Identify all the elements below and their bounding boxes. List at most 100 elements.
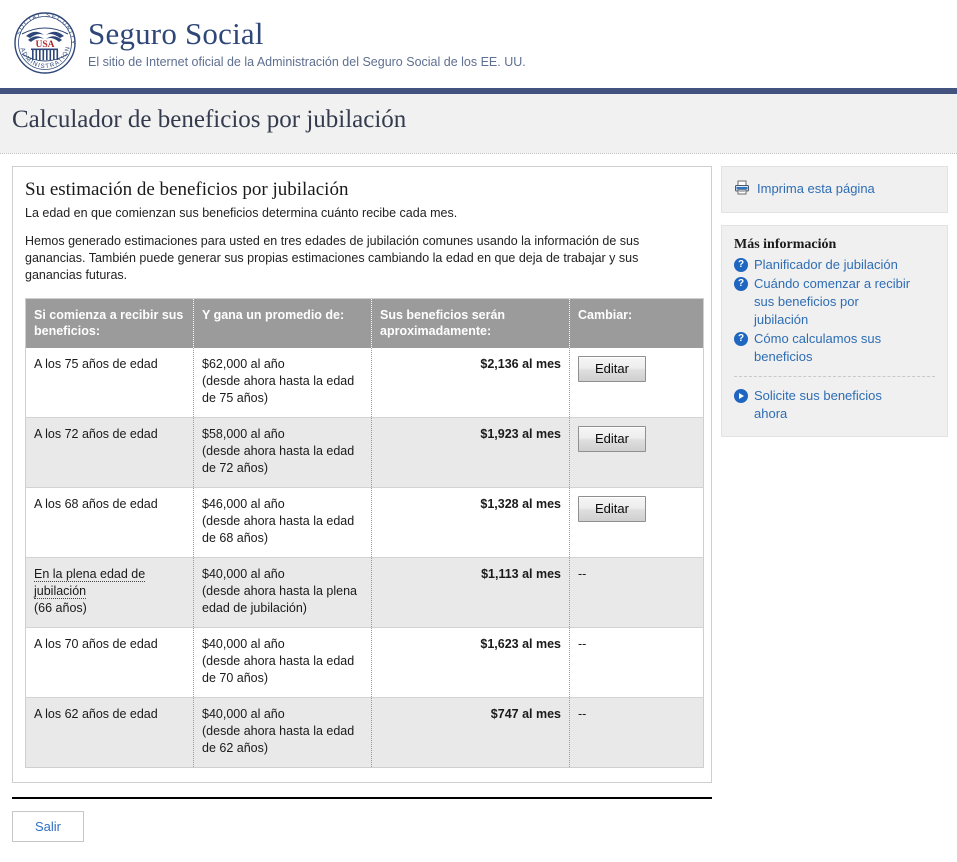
exit-button[interactable]: Salir <box>12 811 85 842</box>
cell-benefit-amount: $1,623 al mes <box>371 627 570 698</box>
cell-change: -- <box>569 697 704 768</box>
earnings-note: (desde ahora hasta la edad de 70 años) <box>202 654 355 685</box>
edit-button[interactable]: Editar <box>578 356 646 382</box>
question-mark-icon: ? <box>734 258 748 272</box>
full-retirement-age-tooltip-link[interactable]: En la plena edad de jubilación <box>34 567 146 599</box>
earnings-note: (desde ahora hasta la edad de 62 años) <box>202 724 355 755</box>
printer-icon <box>734 180 750 198</box>
cell-change: -- <box>569 557 704 628</box>
masthead: USA SOCIAL SECURITY ADMINISTRATION <box>0 0 957 88</box>
header-blue-rule <box>0 88 957 94</box>
cell-benefit-amount: $1,923 al mes <box>371 417 570 488</box>
panel-heading: Su estimación de beneficios por jubilaci… <box>25 179 349 200</box>
cell-average-earnings: $40,000 al año (desde ahora hasta la edad… <box>193 697 372 768</box>
earnings-note: (desde ahora hasta la plena edad de jubi… <box>202 584 357 615</box>
page-title: Calculador de beneficios por jubilación <box>12 106 407 133</box>
more-info-link[interactable]: Cuándo comenzar a recibir sus beneficios… <box>754 276 911 327</box>
age-sublabel: (66 años) <box>34 601 87 615</box>
earnings-amount: $46,000 al año <box>202 497 285 511</box>
cell-average-earnings: $62,000 al año (desde ahora hasta la edad… <box>193 348 372 418</box>
cell-start-age: A los 62 años de edad <box>25 697 194 768</box>
more-info-link[interactable]: Cómo calculamos sus beneficios <box>754 331 882 364</box>
earnings-note: (desde ahora hasta la edad de 68 años) <box>202 514 355 545</box>
footer-divider <box>12 797 712 799</box>
list-item[interactable]: ? Planificador de jubilación <box>734 256 935 274</box>
site-title: Seguro Social <box>88 16 264 51</box>
more-info-box: Más información ? Planificador de jubilac… <box>721 225 948 437</box>
table-row: A los 75 años de edad $62,000 al año (desd… <box>25 348 704 418</box>
table-row: A los 62 años de edad $40,000 al año (desd… <box>25 697 704 768</box>
list-item[interactable]: ? Cómo calculamos sus beneficios <box>734 330 935 366</box>
earnings-note: (desde ahora hasta la edad de 75 años) <box>202 374 355 405</box>
estimates-table: Si comienza a recibir sus beneficios: Y … <box>25 298 704 768</box>
col-header-average-earnings: Y gana un promedio de: <box>193 298 372 348</box>
panel-lede: La edad en que comienzan sus beneficios … <box>25 206 458 220</box>
earnings-note: (desde ahora hasta la edad de 72 años) <box>202 444 355 475</box>
cell-average-earnings: $46,000 al año (desde ahora hasta la edad… <box>193 487 372 558</box>
apply-benefits-link[interactable]: Solicite sus beneficios ahora <box>754 388 882 421</box>
table-header-row: Si comienza a recibir sus beneficios: Y … <box>25 298 704 348</box>
question-mark-icon: ? <box>734 332 748 346</box>
svg-text:USA: USA <box>35 40 54 50</box>
col-header-benefit-amount: Sus beneficios serán aproximadamente: <box>371 298 570 348</box>
earnings-amount: $58,000 al año <box>202 427 285 441</box>
cell-change: Editar <box>569 487 704 558</box>
play-circle-icon <box>734 389 748 403</box>
earnings-amount: $40,000 al año <box>202 567 285 581</box>
list-item[interactable]: ? Cuándo comenzar a recibir sus beneficio… <box>734 275 935 329</box>
cell-start-age: En la plena edad de jubilación (66 años) <box>25 557 194 628</box>
earnings-amount: $62,000 al año <box>202 357 285 371</box>
table-body: A los 75 años de edad $62,000 al año (desd… <box>25 348 704 768</box>
cell-start-age: A los 75 años de edad <box>25 348 194 418</box>
cell-benefit-amount: $747 al mes <box>371 697 570 768</box>
edit-button[interactable]: Editar <box>578 496 646 522</box>
cell-change: -- <box>569 627 704 698</box>
cell-benefit-amount: $2,136 al mes <box>371 348 570 418</box>
brand-block: Seguro Social El sitio de Internet ofici… <box>88 16 526 69</box>
edit-button[interactable]: Editar <box>578 426 646 452</box>
ssa-seal-icon: USA SOCIAL SECURITY ADMINISTRATION <box>8 10 82 80</box>
table-head: Si comienza a recibir sus beneficios: Y … <box>25 298 704 348</box>
more-info-list: ? Planificador de jubilación? Cuándo comen… <box>734 256 935 366</box>
earnings-amount: $40,000 al año <box>202 637 285 651</box>
cell-average-earnings: $40,000 al año (desde ahora hasta la edad… <box>193 627 372 698</box>
age-label: A los 68 años de edad <box>34 497 158 511</box>
table-row: A los 72 años de edad $58,000 al año (desd… <box>25 417 704 488</box>
main-column: Su estimación de beneficios por jubilaci… <box>12 166 712 842</box>
estimate-panel: Su estimación de beneficios por jubilaci… <box>12 166 712 783</box>
question-mark-icon: ? <box>734 277 748 291</box>
earnings-amount: $40,000 al año <box>202 707 285 721</box>
title-dotted-divider <box>0 153 957 154</box>
no-action-dash: -- <box>578 637 587 651</box>
cell-benefit-amount: $1,113 al mes <box>371 557 570 628</box>
cell-change: Editar <box>569 417 704 488</box>
cell-start-age: A los 68 años de edad <box>25 487 194 558</box>
no-action-dash: -- <box>578 567 587 581</box>
age-label: A los 70 años de edad <box>34 637 158 651</box>
page-body: Su estimación de beneficios por jubilaci… <box>0 154 957 842</box>
sidebar-divider <box>734 376 935 377</box>
print-box: Imprima esta página <box>721 166 948 213</box>
table-row: En la plena edad de jubilación (66 años) $… <box>25 557 704 628</box>
sidebar: Imprima esta página Más información ? Pla… <box>721 166 948 449</box>
cell-change: Editar <box>570 348 704 418</box>
age-label: A los 62 años de edad <box>34 707 158 721</box>
more-info-link[interactable]: Planificador de jubilación <box>754 257 898 272</box>
cell-start-age: A los 72 años de edad <box>25 417 194 488</box>
page-title-band: Calculador de beneficios por jubilación <box>0 94 957 153</box>
table-row: A los 68 años de edad $46,000 al año (desd… <box>25 487 704 558</box>
more-info-heading: Más información <box>734 237 837 252</box>
table-row: A los 70 años de edad $40,000 al año (desd… <box>25 627 704 698</box>
panel-intro: Hemos generado estimaciones para usted e… <box>25 234 640 282</box>
col-header-start-age: Si comienza a recibir sus beneficios: <box>25 298 194 348</box>
no-action-dash: -- <box>578 707 587 721</box>
cell-average-earnings: $58,000 al año (desde ahora hasta la edad… <box>193 417 372 488</box>
apply-list: Solicite sus beneficios ahora <box>734 387 935 423</box>
cell-start-age: A los 70 años de edad <box>25 627 194 698</box>
list-item[interactable]: Solicite sus beneficios ahora <box>734 387 935 423</box>
cell-benefit-amount: $1,328 al mes <box>371 487 570 558</box>
age-label: A los 72 años de edad <box>34 427 158 441</box>
age-label: A los 75 años de edad <box>34 357 158 371</box>
print-page-link[interactable]: Imprima esta página <box>757 181 875 196</box>
col-header-change: Cambiar: <box>569 298 704 348</box>
